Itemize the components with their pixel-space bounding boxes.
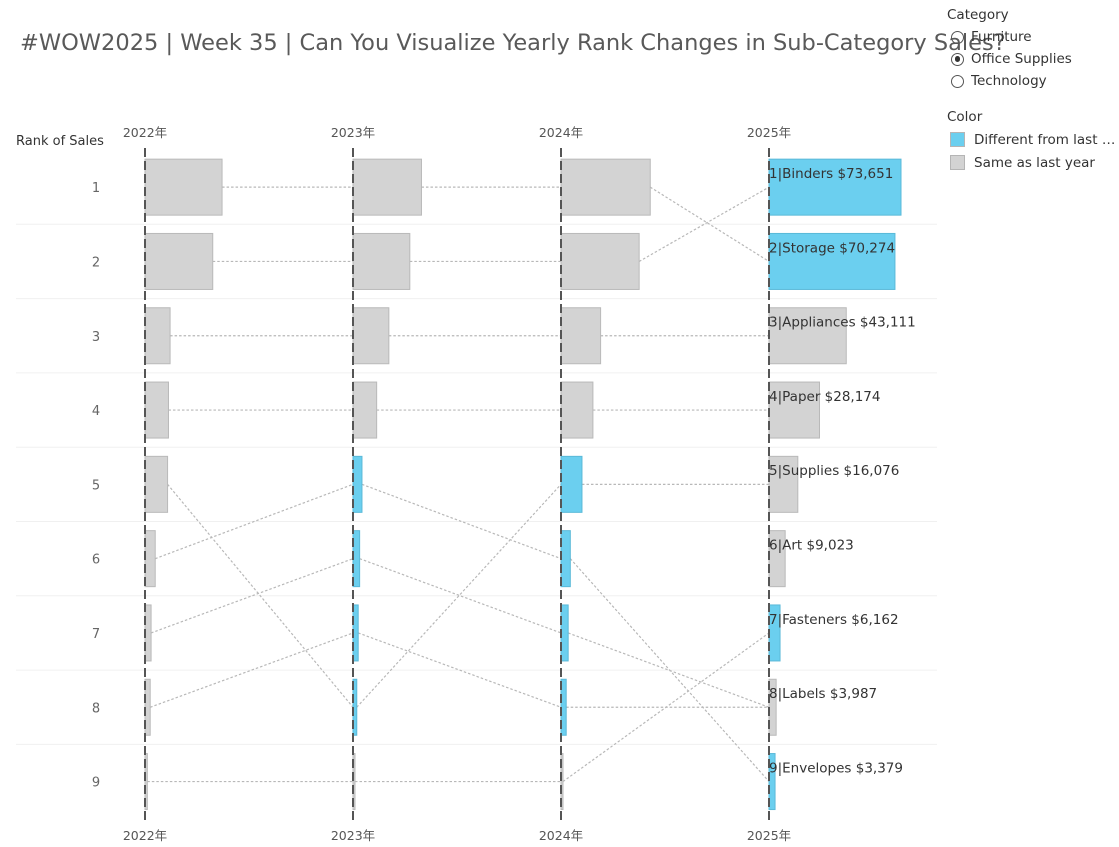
year-tick-label-top: 2025年 (747, 125, 791, 140)
bar-2024-rank-5 (560, 455, 583, 513)
rank-tick-label: 5 (92, 478, 100, 493)
year-tick-label-top: 2023年 (331, 125, 375, 140)
color-legend-item-same[interactable]: Same as last year (947, 151, 1119, 174)
bar-2025-rank-9 (768, 753, 776, 811)
bar-2025-rank-4 (768, 381, 820, 439)
bar-2023-rank-1 (352, 158, 422, 216)
bar-2024-rank-7 (560, 604, 569, 662)
bar-label-rank-7: 7|Fasteners $6,162 (769, 612, 899, 628)
color-legend-label: Same as last year (974, 154, 1095, 171)
color-swatch (950, 155, 965, 170)
year-tick-label-top: 2022年 (123, 125, 167, 140)
rank-tick-label: 7 (92, 627, 100, 642)
color-swatch (950, 132, 965, 147)
bar-2023-rank-3 (352, 307, 390, 365)
rank-link-2024-9-to-7 (562, 632, 770, 783)
category-filter: Furniture Office Supplies Technology (947, 26, 1119, 92)
rank-tick-label: 9 (92, 776, 100, 791)
bar-2025-rank-2 (768, 232, 896, 290)
bar-2022-rank-9 (144, 753, 148, 811)
year-tick-label-bottom: 2023年 (331, 828, 375, 843)
bar-2024-rank-2 (560, 232, 640, 290)
category-option-label: Office Supplies (971, 51, 1072, 67)
category-option-office-supplies[interactable]: Office Supplies (947, 48, 1119, 70)
rank-link-2023-5-to-6 (361, 483, 562, 560)
bar-2024-rank-4 (560, 381, 594, 439)
bar-label-rank-1: 1|Binders $73,651 (769, 166, 893, 182)
rank-tick-label: 2 (92, 255, 100, 270)
chart-title: #WOW2025 | Week 35 | Can You Visualize Y… (20, 30, 1006, 56)
bar-label-rank-8: 8|Labels $3,987 (769, 686, 877, 702)
bar-2023-rank-4 (352, 381, 378, 439)
year-tick-label-bottom: 2025年 (747, 828, 791, 843)
row-gridlines (16, 223, 937, 745)
year-tick-label-bottom: 2024年 (539, 828, 583, 843)
color-legend-item-different[interactable]: Different from last y... (947, 128, 1119, 151)
rank-connector-lines (147, 186, 770, 783)
bar-2023-rank-5 (352, 455, 363, 513)
bar-label-rank-3: 3|Appliances $43,111 (769, 315, 916, 331)
bar-2022-rank-4 (144, 381, 169, 439)
bar-label-rank-2: 2|Storage $70,274 (769, 240, 895, 256)
rank-link-2023-8-to-5 (356, 483, 562, 708)
rank-tick-label: 4 (92, 404, 100, 419)
radio-icon[interactable] (951, 52, 964, 66)
bar-2022-rank-1 (144, 158, 223, 216)
color-legend-header: Color (947, 109, 983, 125)
y-axis-label: Rank of Sales (16, 134, 104, 149)
rank-tick-label: 6 (92, 553, 100, 568)
rank-link-2024-1-to-2 (649, 186, 770, 262)
bar-2022-rank-6 (144, 530, 156, 588)
bar-2025-rank-3 (768, 307, 847, 365)
rank-link-2022-5-to-8 (167, 483, 354, 708)
rank-tick-label: 3 (92, 330, 100, 345)
category-option-technology[interactable]: Technology (947, 70, 1119, 92)
bar-2022-rank-2 (144, 232, 214, 290)
bar-label-rank-9: 9|Envelopes $3,379 (769, 760, 903, 776)
radio-icon[interactable] (951, 30, 964, 44)
rank-link-2022-6-to-5 (155, 483, 354, 560)
bar-2024-rank-6 (560, 530, 571, 588)
bar-label-rank-6: 6|Art $9,023 (769, 538, 854, 554)
bar-2024-rank-1 (560, 158, 651, 216)
year-axis-lines (144, 148, 770, 822)
bars (144, 158, 902, 811)
legend-panel: Category Furniture Office Supplies Techn… (947, 7, 1119, 174)
bar-2023-rank-2 (352, 232, 411, 290)
bar-2024-rank-3 (560, 307, 602, 365)
axis-ticks: 1 2 3 4 5 6 7 8 9 2022年 2022年 2023年 2023年 2024年 2024年 2… (92, 125, 791, 843)
rank-tick-label: 1 (92, 181, 100, 196)
rank-link-2024-2-to-1 (638, 186, 770, 262)
bar-label-rank-4: 4|Paper $28,174 (769, 389, 881, 405)
radio-icon[interactable] (951, 74, 964, 88)
rank-tick-label: 8 (92, 701, 100, 716)
bar-labels: 1|Binders $73,651 2|Storage $70,274 3|Appl… (769, 166, 916, 776)
bar-2025-rank-1 (768, 158, 902, 216)
category-option-furniture[interactable]: Furniture (947, 26, 1119, 48)
color-legend-label: Different from last y... (974, 131, 1119, 148)
rank-chart: 1|Binders $73,651 2|Storage $70,274 3|Appl… (16, 125, 937, 843)
bar-label-rank-5: 5|Supplies $16,076 (769, 463, 899, 479)
category-option-label: Furniture (971, 29, 1032, 45)
year-tick-label-top: 2024年 (539, 125, 583, 140)
bar-2025-rank-5 (768, 455, 799, 513)
year-tick-label-bottom: 2022年 (123, 828, 167, 843)
category-option-label: Technology (971, 73, 1047, 89)
bar-2022-rank-3 (144, 307, 171, 365)
bar-2022-rank-5 (144, 455, 169, 513)
category-filter-header: Category (947, 7, 1009, 23)
